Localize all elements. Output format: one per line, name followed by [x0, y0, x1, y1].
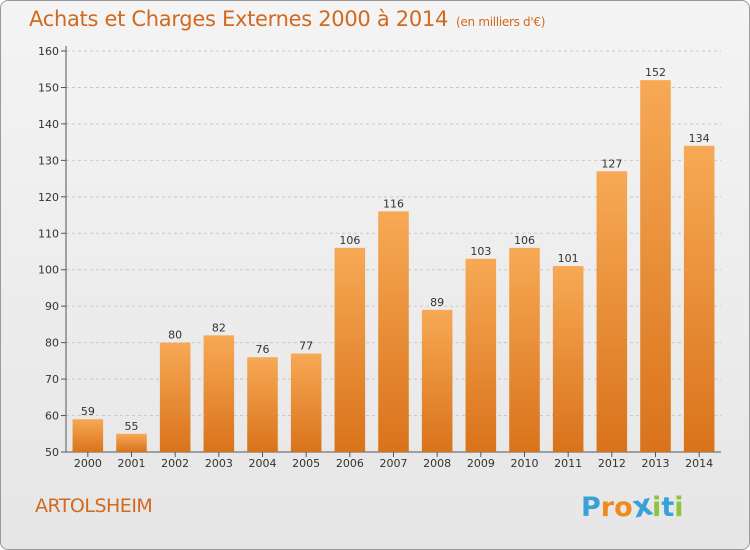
- bar-2010: [509, 247, 540, 452]
- y-tick-label: 60: [45, 410, 59, 423]
- bar-2000: [72, 419, 104, 452]
- x-tick-label: 2005: [292, 457, 320, 470]
- y-tick-label: 80: [45, 337, 59, 350]
- bar-2003: [203, 335, 235, 452]
- logo-letter: P: [581, 492, 601, 523]
- x-tick-label: 2011: [554, 457, 582, 470]
- bar-value-label: 116: [383, 197, 404, 210]
- bar-value-label: 82: [212, 321, 226, 334]
- x-tick-label: 2001: [118, 457, 146, 470]
- logo-letter: r: [600, 492, 615, 523]
- x-tick-label: 2003: [205, 457, 233, 470]
- x-tick-label: 2009: [467, 457, 495, 470]
- bar-value-label: 106: [339, 234, 360, 247]
- chart-subtitle: (en milliers d'€): [456, 15, 546, 29]
- bar-value-label: 152: [645, 66, 666, 79]
- bar-2002: [159, 342, 191, 452]
- bar-value-label: 101: [558, 252, 579, 265]
- chart-title-text: Achats et Charges Externes 2000 à 2014: [29, 7, 449, 31]
- logo-letter: o: [614, 492, 633, 523]
- bar-2004: [247, 357, 278, 452]
- proxiti-logo: Proxiti: [581, 487, 684, 525]
- bar-value-label: 59: [81, 405, 95, 418]
- bar-2007: [378, 211, 409, 452]
- y-tick-label: 130: [38, 154, 59, 167]
- labels: 59 55 80 82 76 77 106 116 89 103 106 101 127 152 134: [81, 66, 710, 433]
- x-tick-label: 2007: [380, 457, 408, 470]
- y-tick-label: 150: [38, 81, 59, 94]
- bar-value-label: 77: [299, 340, 313, 353]
- y-tick-label: 90: [45, 300, 59, 313]
- bar-2011: [552, 266, 584, 452]
- y-tick-label: 110: [38, 227, 59, 240]
- bar-2008: [421, 309, 453, 452]
- bar-value-label: 106: [514, 234, 535, 247]
- x-tick-label: 2000: [74, 457, 102, 470]
- x-tick-label: 2012: [598, 457, 626, 470]
- y-tick-label: 100: [38, 264, 59, 277]
- y-tick-label: 140: [38, 118, 59, 131]
- bar-value-label: 76: [256, 343, 270, 356]
- bar-value-label: 103: [470, 245, 491, 258]
- bar-value-label: 134: [689, 132, 710, 145]
- x-tick-label: 2004: [249, 457, 277, 470]
- x-tick-label: 2008: [423, 457, 451, 470]
- bar-value-label: 55: [125, 420, 139, 433]
- bar-2006: [334, 247, 366, 452]
- logo-letter: t: [661, 492, 675, 523]
- bar-value-label: 127: [601, 157, 622, 170]
- x-tick-label: 2010: [511, 457, 539, 470]
- bar-2014: [683, 145, 715, 453]
- bar-value-label: 89: [430, 296, 444, 309]
- y-tick-label: 120: [38, 191, 59, 204]
- x-tick-label: 2002: [161, 457, 189, 470]
- y-tick-label: 70: [45, 373, 59, 386]
- bar-2001: [116, 433, 147, 452]
- bar-2012: [596, 171, 628, 453]
- y-tick-label: 160: [38, 45, 59, 58]
- x-tick-label: 2006: [336, 457, 364, 470]
- bar-2013: [640, 80, 671, 452]
- axes: 50 60 70 80 90 100 110 120 130 140 150 160 2000 2001 2…: [38, 45, 721, 470]
- bars: [72, 80, 715, 453]
- x-tick-label: 2013: [642, 457, 670, 470]
- x-tick-label: 2014: [685, 457, 713, 470]
- y-tick-label: 50: [45, 446, 59, 459]
- city-name: ARTOLSHEIM: [35, 495, 153, 517]
- bar-value-label: 80: [168, 329, 182, 342]
- bar-2009: [465, 258, 497, 452]
- bar-2005: [290, 353, 322, 452]
- chart-title: Achats et Charges Externes 2000 à 2014 (e…: [29, 7, 545, 31]
- logo-letter: i: [674, 492, 684, 523]
- logo-letter: i: [652, 492, 662, 523]
